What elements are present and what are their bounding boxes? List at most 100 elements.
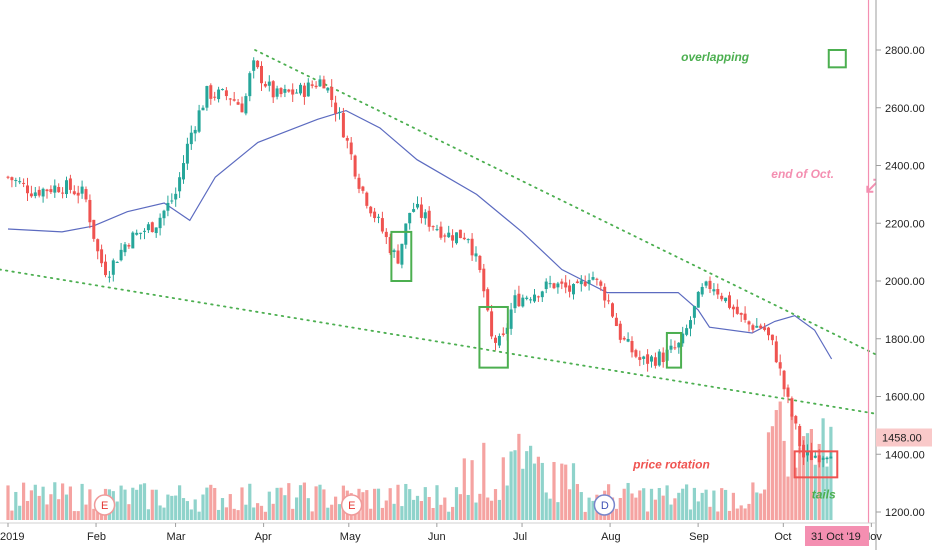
- candle-body: [341, 112, 345, 138]
- candle-body: [201, 107, 205, 111]
- volume-bar: [509, 451, 513, 520]
- candle-body: [724, 297, 728, 302]
- candle-body: [178, 177, 182, 192]
- volume-bar: [388, 488, 392, 520]
- candle-body: [119, 249, 123, 261]
- volume-bar: [673, 498, 677, 520]
- candle-body: [809, 450, 813, 461]
- volume-bar: [174, 495, 178, 520]
- candle-body: [107, 276, 111, 278]
- volume-bar: [310, 511, 314, 520]
- candle-body: [767, 327, 770, 336]
- candle-body: [728, 295, 731, 308]
- candle-body: [334, 102, 338, 114]
- volume-bar: [10, 510, 14, 520]
- candle-body: [302, 85, 306, 97]
- x-tick-label: Sep: [689, 531, 709, 543]
- price-rotation-box: [793, 450, 839, 479]
- last-price-marker: [876, 428, 932, 447]
- upper-trend-line: [254, 49, 904, 369]
- volume-bar: [755, 492, 759, 520]
- volume-bar: [661, 495, 665, 520]
- candle-body: [782, 370, 786, 390]
- volume-bar: [166, 494, 170, 520]
- candle-body: [431, 226, 435, 228]
- volume-bar: [653, 499, 657, 520]
- volume-bar: [720, 488, 724, 520]
- candle-body: [568, 285, 572, 292]
- candle-body: [412, 209, 416, 212]
- candle-body: [572, 283, 575, 295]
- volume-bar: [521, 468, 525, 520]
- candle-body: [135, 232, 139, 235]
- volume-bar: [681, 488, 685, 520]
- candle-body: [681, 333, 685, 344]
- candle-body: [458, 229, 462, 239]
- volume-bar: [443, 497, 447, 520]
- volume-bar: [618, 497, 622, 520]
- volume-bar: [622, 488, 626, 520]
- volume-bar: [575, 484, 579, 520]
- candle-body: [96, 239, 100, 252]
- candle-body: [416, 203, 419, 208]
- candle-body: [556, 283, 560, 288]
- volume-bar: [337, 504, 342, 520]
- volume-bar: [821, 418, 825, 520]
- volume-bar: [256, 503, 260, 520]
- volume-bar: [568, 489, 572, 520]
- volume-bar: [646, 511, 650, 520]
- candle-body: [41, 188, 45, 197]
- candle-body: [123, 244, 127, 253]
- volume-bar: [813, 464, 817, 520]
- volume-bar: [236, 510, 240, 520]
- candle-body: [72, 191, 76, 195]
- candle-body: [642, 356, 646, 359]
- candle-body: [603, 286, 607, 301]
- volume-bar: [209, 484, 213, 520]
- volume-bar: [665, 485, 669, 520]
- candle-body: [57, 186, 61, 193]
- candle-body: [65, 180, 68, 195]
- candle-body: [139, 232, 143, 234]
- volume-bar: [571, 463, 576, 520]
- annotation-tails: tails: [812, 488, 836, 502]
- dividend-marker: [593, 494, 616, 516]
- candle-body: [115, 261, 119, 263]
- volume-bar: [135, 489, 139, 520]
- volume-bar: [22, 482, 26, 520]
- volume-bar: [64, 494, 69, 520]
- candle-body: [552, 283, 556, 289]
- annotation-end-of-oct: end of Oct.: [771, 167, 834, 181]
- candle-body: [743, 313, 747, 320]
- volume-bar: [68, 486, 72, 520]
- candle-body: [447, 232, 451, 238]
- candle-body: [338, 111, 341, 113]
- x-tick-label: Oct: [774, 531, 791, 543]
- volume-bar: [252, 507, 256, 520]
- candle-body: [579, 280, 583, 285]
- candle-body: [404, 223, 408, 245]
- earnings-letter: E: [348, 500, 355, 512]
- pattern-boxes: [390, 49, 847, 479]
- candle-body: [400, 243, 404, 265]
- volume-bar: [376, 488, 381, 520]
- volume-bar: [185, 501, 189, 520]
- candle-body: [497, 335, 501, 346]
- candle-body: [786, 387, 790, 397]
- volume-bar: [579, 492, 583, 520]
- candle-body: [295, 92, 299, 94]
- volume-bar: [544, 492, 548, 520]
- candle-body: [80, 186, 84, 194]
- x-tick-label: Jun: [428, 531, 446, 543]
- candle-body: [365, 192, 369, 206]
- volume-bar: [334, 496, 338, 520]
- candle-body: [158, 217, 162, 229]
- volume-bar: [76, 511, 80, 520]
- candle-body: [314, 85, 318, 88]
- volume-bar: [447, 511, 451, 520]
- candle-body: [813, 455, 817, 458]
- candle-body: [478, 255, 482, 271]
- candle-body: [716, 289, 720, 295]
- candle-body: [37, 189, 41, 196]
- candle-body: [451, 235, 455, 241]
